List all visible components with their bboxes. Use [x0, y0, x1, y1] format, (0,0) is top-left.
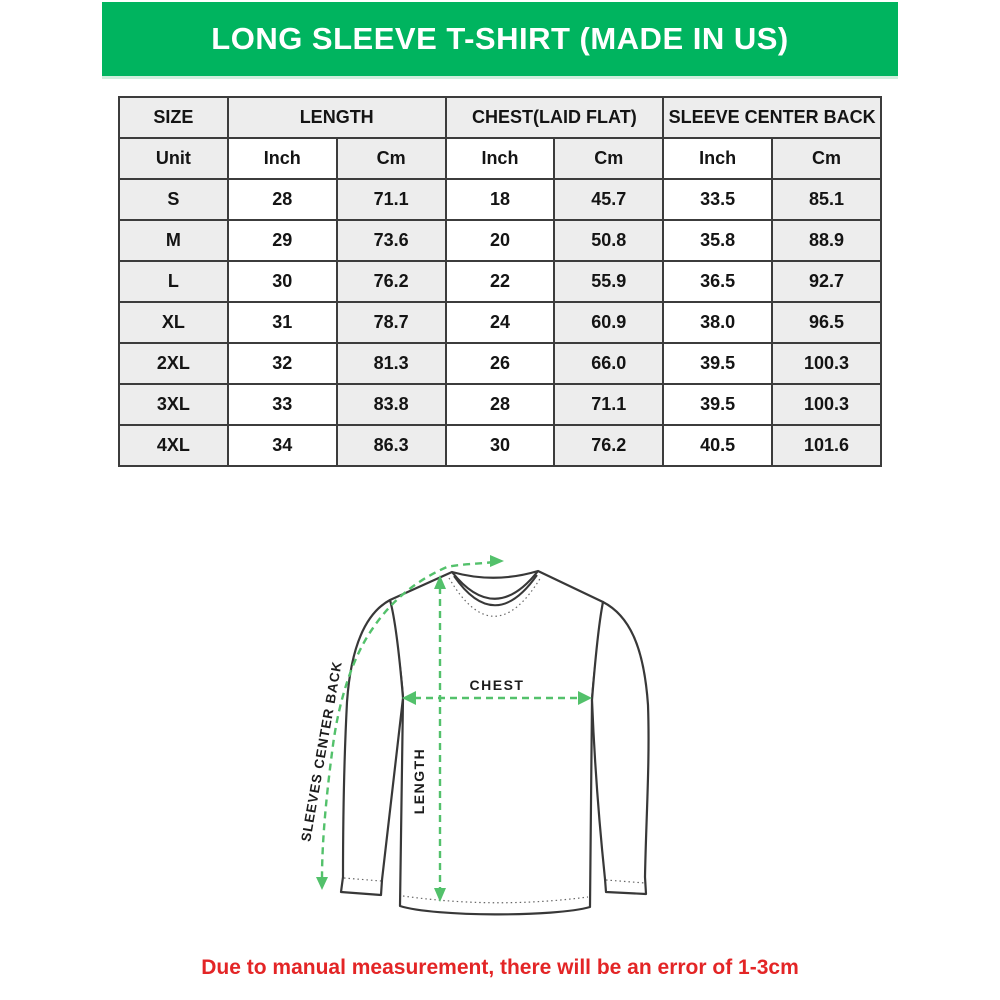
value-cell: 18 [444, 178, 556, 221]
collar-stitch-seam [448, 576, 542, 617]
value-cell: 81.3 [335, 342, 447, 385]
value-cell: 28 [226, 178, 338, 221]
tshirt-diagram: CHEST LENGTH SLEEVES CENTER BACK [298, 555, 650, 916]
arrowhead-right-icon [490, 555, 504, 567]
value-cell: 28 [444, 383, 556, 426]
table-row: 4XL 34 86.3 30 76.2 40.5 101.6 [118, 424, 882, 467]
arrowhead-right-icon [578, 691, 592, 705]
chest-label: CHEST [470, 677, 525, 693]
hem-stitch-seam [402, 895, 589, 904]
tshirt-body-outline [388, 569, 605, 916]
value-cell: 30 [226, 260, 338, 303]
unit-label-cell: Unit [118, 137, 229, 180]
length-label: LENGTH [411, 748, 427, 815]
value-cell: 71.1 [335, 178, 447, 221]
size-cell: XL [118, 301, 229, 344]
value-cell: 96.5 [771, 301, 882, 344]
value-cell: 83.8 [335, 383, 447, 426]
value-cell: 78.7 [335, 301, 447, 344]
value-cell: 86.3 [335, 424, 447, 467]
table-header-row: SIZE LENGTH CHEST(LAID FLAT) SLEEVE CENT… [118, 96, 882, 139]
value-cell: 100.3 [771, 383, 882, 426]
value-cell: 76.2 [553, 424, 665, 467]
value-cell: 73.6 [335, 219, 447, 262]
size-cell: S [118, 178, 229, 221]
value-cell: 26 [444, 342, 556, 385]
col-group-sleeve: SLEEVE CENTER BACK [662, 96, 882, 139]
unit-cell: Inch [226, 137, 338, 180]
value-cell: 60.9 [553, 301, 665, 344]
value-cell: 35.8 [662, 219, 774, 262]
unit-cell: Inch [662, 137, 774, 180]
arrowhead-left-icon [402, 691, 416, 705]
left-cuff-stitch [343, 877, 382, 882]
value-cell: 32 [226, 342, 338, 385]
value-cell: 85.1 [771, 178, 882, 221]
table-row: M 29 73.6 20 50.8 35.8 88.9 [118, 219, 882, 262]
size-cell: 4XL [118, 424, 229, 467]
value-cell: 76.2 [335, 260, 447, 303]
value-cell: 40.5 [662, 424, 774, 467]
value-cell: 92.7 [771, 260, 882, 303]
measurement-note: Due to manual measurement, there will be… [201, 956, 799, 979]
collar-band-outer [451, 570, 539, 600]
value-cell: 20 [444, 219, 556, 262]
value-cell: 36.5 [662, 260, 774, 303]
sleeve-center-back-arrow [320, 560, 495, 879]
left-sleeve [339, 598, 405, 897]
arrowhead-up-icon [434, 575, 446, 589]
col-group-length: LENGTH [226, 96, 447, 139]
value-cell: 33 [226, 383, 338, 426]
value-cell: 30 [444, 424, 556, 467]
right-sleeve [590, 600, 650, 896]
value-cell: 34 [226, 424, 338, 467]
size-cell: L [118, 260, 229, 303]
header-banner: LONG SLEEVE T-SHIRT (MADE IN US) [102, 2, 898, 79]
value-cell: 39.5 [662, 383, 774, 426]
value-cell: 50.8 [553, 219, 665, 262]
value-cell: 38.0 [662, 301, 774, 344]
size-cell: M [118, 219, 229, 262]
value-cell: 29 [226, 219, 338, 262]
value-cell: 66.0 [553, 342, 665, 385]
right-cuff-stitch [605, 879, 646, 884]
col-group-chest: CHEST(LAID FLAT) [444, 96, 665, 139]
table-row: 2XL 32 81.3 26 66.0 39.5 100.3 [118, 342, 882, 385]
collar-band-inner [453, 574, 538, 607]
table-row: 3XL 33 83.8 28 71.1 39.5 100.3 [118, 383, 882, 426]
size-cell: 3XL [118, 383, 229, 426]
arrowhead-down-icon [316, 877, 328, 890]
table-row: L 30 76.2 22 55.9 36.5 92.7 [118, 260, 882, 303]
value-cell: 55.9 [553, 260, 665, 303]
arrowhead-down-icon [434, 888, 446, 902]
table-row: XL 31 78.7 24 60.9 38.0 96.5 [118, 301, 882, 344]
size-cell: 2XL [118, 342, 229, 385]
col-group-size: SIZE [118, 96, 229, 139]
value-cell: 88.9 [771, 219, 882, 262]
table-row: S 28 71.1 18 45.7 33.5 85.1 [118, 178, 882, 221]
value-cell: 31 [226, 301, 338, 344]
sleeve-center-back-label: SLEEVES CENTER BACK [298, 660, 345, 843]
unit-row: Unit Inch Cm Inch Cm Inch Cm [118, 137, 882, 180]
unit-cell: Cm [335, 137, 447, 180]
unit-cell: Inch [444, 137, 556, 180]
size-chart-table: SIZE LENGTH CHEST(LAID FLAT) SLEEVE CENT… [118, 96, 882, 467]
value-cell: 101.6 [771, 424, 882, 467]
value-cell: 39.5 [662, 342, 774, 385]
unit-cell: Cm [771, 137, 882, 180]
value-cell: 33.5 [662, 178, 774, 221]
value-cell: 100.3 [771, 342, 882, 385]
value-cell: 45.7 [553, 178, 665, 221]
value-cell: 24 [444, 301, 556, 344]
value-cell: 71.1 [553, 383, 665, 426]
page-title: LONG SLEEVE T-SHIRT (MADE IN US) [211, 21, 789, 56]
value-cell: 22 [444, 260, 556, 303]
unit-cell: Cm [553, 137, 665, 180]
